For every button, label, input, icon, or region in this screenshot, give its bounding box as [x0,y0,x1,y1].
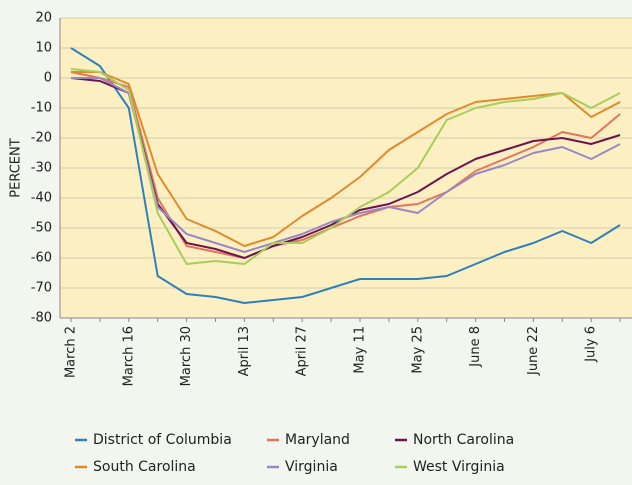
x-tick-label: June 8 [468,326,483,368]
x-tick-label: March 2 [64,326,79,378]
x-tick-label: May 25 [410,326,425,374]
x-tick-label: May 11 [353,326,368,374]
series-line [70,47,621,304]
series-line [71,71,621,247]
y-tick-label: -70 [31,281,52,296]
y-tick-label: -10 [31,101,52,116]
y-tick-label: -20 [31,131,52,146]
y-tick-label: -30 [31,161,52,176]
series-line [70,71,621,259]
y-tick-label: 20 [35,11,52,26]
y-tick-label: -60 [31,251,52,266]
legend-label: District of Columbia [93,432,232,448]
y-axis-label: PERCENT [9,138,24,197]
legend-label: Virginia [285,459,338,475]
legend: District of Columbia Maryland North Caroli… [75,432,514,475]
x-tick-label: March 30 [179,326,194,386]
y-tick-label: -40 [31,191,52,206]
legend-label: South Carolina [93,459,196,475]
legend-label: Maryland [285,432,350,448]
legend-label: North Carolina [413,432,514,448]
x-tick-label: April 13 [237,326,252,376]
legend-label: West Virginia [413,459,505,475]
x-tick-label: April 27 [295,326,310,376]
x-tick-label: March 16 [121,326,136,386]
series-line [70,68,621,265]
x-tick-label: July 6 [584,326,599,363]
y-tick-label: -80 [31,311,52,326]
y-tick-label: 10 [35,41,52,56]
y-tick-label: -50 [31,221,52,236]
y-tick-label: 0 [44,71,52,86]
x-tick-label: June 22 [526,326,541,376]
